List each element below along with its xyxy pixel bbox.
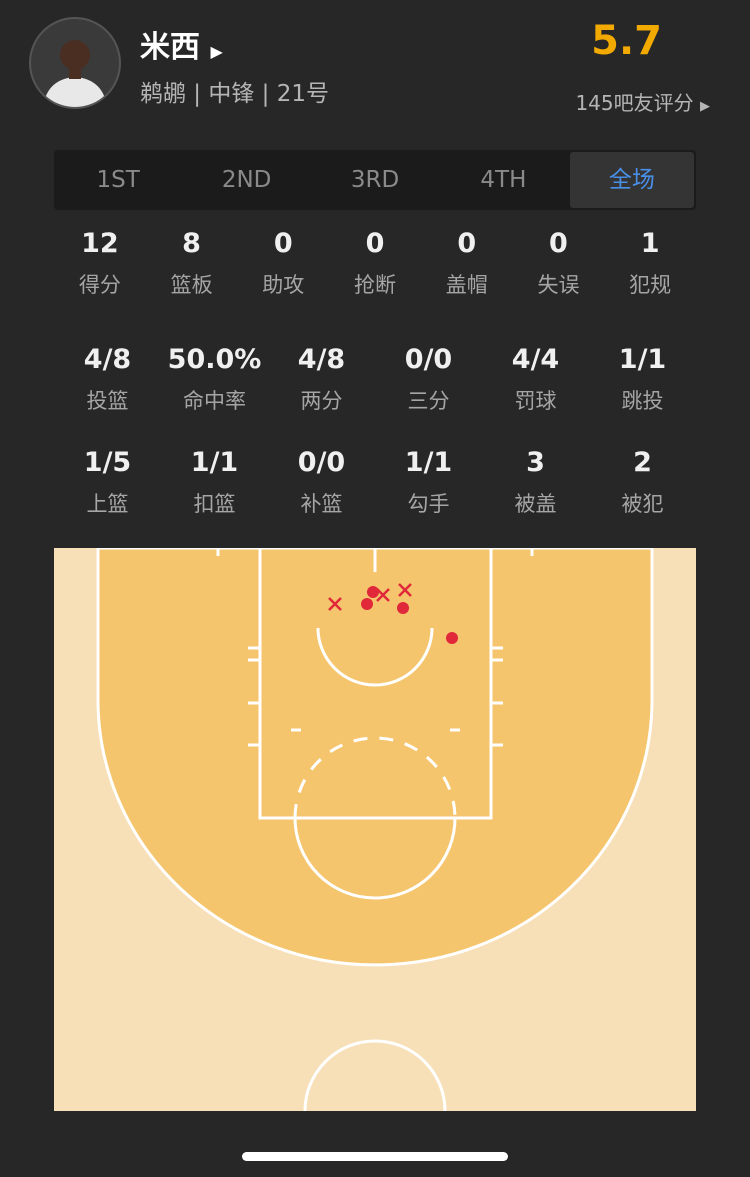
stat-value: 1/1 [618, 344, 667, 375]
stat-label: 失误 [537, 273, 580, 297]
rating: 5.7 [591, 18, 662, 64]
stat-item: 1/1 跳投 [589, 344, 696, 415]
stat-value: 0 [457, 228, 477, 259]
stat-label: 被犯 [621, 492, 664, 516]
stat-item: 4/8 投篮 [54, 344, 161, 415]
stat-item: 0 助攻 [237, 228, 329, 299]
stat-value: 0/0 [297, 447, 346, 478]
stat-label: 投篮 [86, 389, 129, 413]
player-info: 鹈鹕 | 中锋 | 21号 [140, 81, 330, 107]
stat-label: 助攻 [262, 273, 305, 297]
rating-count[interactable]: 145吧友评分 ▶ [575, 87, 710, 116]
stat-label: 勾手 [407, 492, 450, 516]
stat-value: 4/8 [297, 344, 346, 375]
missed-shots [328, 583, 412, 611]
stat-value: 0 [549, 228, 568, 259]
stat-value: 1/1 [190, 447, 239, 478]
stat-item: 0 盖帽 [421, 228, 513, 299]
made-shots [361, 586, 458, 644]
stat-label: 上篮 [86, 492, 129, 516]
stat-label: 跳投 [621, 389, 664, 413]
stat-value: 4/8 [83, 344, 132, 375]
stat-row: 1/5 上篮 1/1 扣篮 0/0 补篮 1/1 勾手 3 被盖 2 被犯 [54, 447, 696, 518]
stat-item: 4/8 两分 [268, 344, 375, 415]
stat-value: 8 [182, 228, 201, 259]
stat-label: 被盖 [514, 492, 557, 516]
stat-value: 0 [365, 228, 385, 259]
arrow-icon: ▶ [700, 99, 710, 114]
stat-item: 1/1 勾手 [375, 447, 482, 518]
stat-label: 两分 [300, 389, 343, 413]
quarter-tab[interactable]: 2ND [221, 167, 272, 193]
stat-item: 0/0 三分 [375, 344, 482, 415]
stat-item: 2 被犯 [589, 447, 696, 518]
player-name[interactable]: 米西 ▶ [140, 22, 223, 66]
stat-value: 2 [633, 447, 652, 478]
stat-item: 0 抢断 [329, 228, 421, 299]
stat-item: 1 犯规 [604, 228, 696, 299]
stat-item: 0/0 补篮 [268, 447, 375, 518]
stat-value: 50.0% [167, 344, 262, 375]
stat-value: 3 [526, 447, 545, 478]
stat-value: 1 [640, 228, 660, 259]
quarter-tab[interactable]: 4TH [480, 167, 527, 193]
stat-label: 篮板 [170, 273, 213, 297]
stat-value: 0/0 [404, 344, 453, 375]
stat-item: 50.0% 命中率 [161, 344, 268, 415]
stat-value: 0 [273, 228, 293, 259]
quarter-tabs: 1ST 2ND 3RD 4TH 全场 [54, 150, 696, 210]
player-avatar[interactable] [29, 17, 121, 109]
stat-value: 1/5 [83, 447, 132, 478]
stat-label: 罚球 [514, 389, 557, 413]
quarter-tab[interactable]: 全场 [569, 152, 695, 208]
rating-count-text: 145吧友评分 [575, 91, 694, 115]
stat-label: 命中率 [183, 389, 246, 413]
stat-item: 12 得分 [54, 228, 146, 299]
stat-label: 扣篮 [193, 492, 236, 516]
stat-label: 抢断 [354, 273, 397, 297]
stat-item: 0 失误 [513, 228, 605, 299]
stat-item: 4/4 罚球 [482, 344, 589, 415]
stat-item: 1/5 上篮 [54, 447, 161, 518]
stat-value: 12 [81, 228, 119, 259]
stat-label: 盖帽 [445, 273, 488, 297]
stat-row: 12 得分 8 篮板 0 助攻 0 抢断 0 盖帽 0 失误 1 犯规 [54, 228, 696, 299]
shot-chart [54, 548, 696, 1111]
arrow-icon: ▶ [210, 42, 223, 61]
stat-item: 3 被盖 [482, 447, 589, 518]
name-text: 米西 [140, 30, 200, 65]
stat-label: 三分 [407, 389, 450, 413]
stat-row: 4/8 投篮 50.0% 命中率 4/8 两分 0/0 三分 4/4 罚球 1/1 跳投 [54, 344, 696, 415]
home-indicator [242, 1152, 508, 1161]
stat-item: 1/1 扣篮 [161, 447, 268, 518]
stat-label: 得分 [78, 273, 121, 297]
quarter-tab[interactable]: 3RD [350, 167, 400, 193]
stat-item: 8 篮板 [146, 228, 238, 299]
stat-value: 1/1 [404, 447, 453, 478]
quarter-tab[interactable]: 1ST [96, 167, 140, 193]
stat-label: 补篮 [300, 492, 343, 516]
stat-value: 4/4 [511, 344, 560, 375]
avatar-image [43, 40, 107, 107]
stat-label: 犯规 [629, 273, 672, 297]
